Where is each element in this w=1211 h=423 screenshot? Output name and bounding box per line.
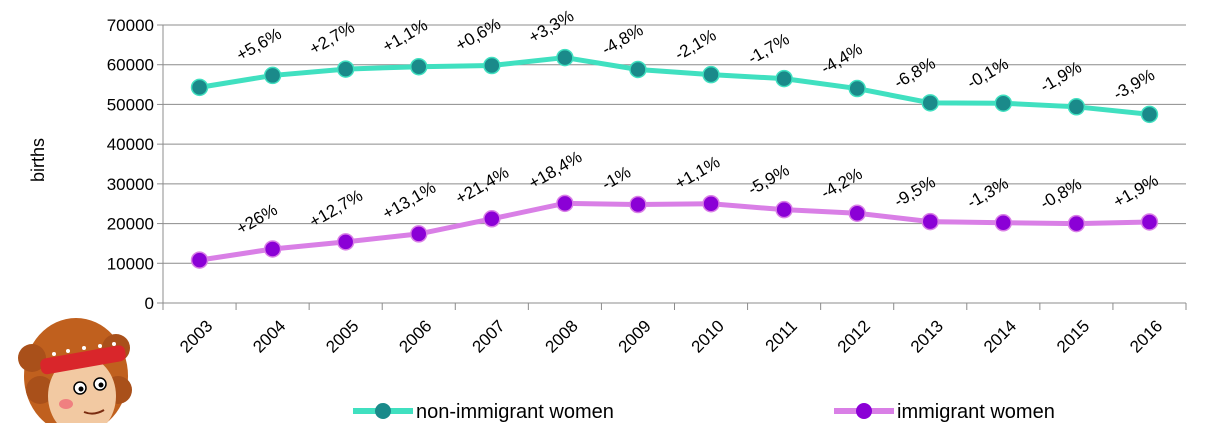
data-point — [263, 240, 282, 258]
x-tick-label: 2012 — [834, 316, 874, 356]
data-point — [702, 194, 720, 213]
data-label: -5,9% — [745, 160, 793, 199]
data-label: -4,4% — [818, 39, 866, 78]
x-axis: 2003 2004 2005 2006 2007 2008 2009 2010 2011 2012… — [162, 303, 1187, 357]
y-tick-label: 40000 — [107, 135, 154, 154]
x-tick-label: 2011 — [762, 316, 801, 355]
legend: non-immigrant women immigrant women — [353, 401, 1055, 423]
data-point — [556, 48, 574, 67]
data-point — [190, 251, 209, 269]
data-point — [190, 78, 209, 97]
data-label: -4,8% — [598, 20, 646, 59]
x-tick-label: 2003 — [176, 316, 216, 356]
legend-label-immigrant: immigrant women — [897, 401, 1055, 423]
data-point — [629, 195, 647, 214]
y-tick-label: 60000 — [107, 56, 154, 75]
y-axis: 0 10000 20000 30000 40000 50000 60000 70000 — [107, 16, 164, 313]
data-point — [921, 94, 939, 112]
data-label: -6,8% — [891, 54, 939, 93]
data-label: -9,5% — [891, 172, 939, 211]
data-label: -0,8% — [1037, 174, 1085, 213]
data-point — [336, 233, 355, 251]
x-tick-label: 2008 — [542, 316, 582, 356]
data-point — [410, 57, 428, 76]
data-label: +18,4% — [525, 147, 585, 193]
data-point — [263, 66, 282, 85]
data-point — [336, 60, 355, 78]
data-label: +13,1% — [379, 178, 439, 224]
data-label: +1,1% — [379, 15, 431, 56]
legend-item-non-immigrant: non-immigrant women — [353, 401, 614, 423]
y-tick-label: 70000 — [107, 16, 154, 35]
data-label: -1,9% — [1037, 58, 1085, 97]
y-tick-label: 10000 — [107, 254, 154, 273]
data-point — [629, 60, 647, 79]
data-point — [483, 210, 501, 228]
y-tick-label: 30000 — [107, 175, 154, 194]
data-point — [702, 65, 720, 84]
series-layer — [190, 48, 1159, 269]
x-tick-label: 2015 — [1053, 316, 1093, 356]
data-label: -2,1% — [672, 25, 720, 64]
x-tick-label: 2006 — [395, 316, 435, 356]
data-label: -4,2% — [818, 164, 866, 203]
data-point — [848, 79, 866, 98]
data-label: -1,3% — [964, 174, 1012, 213]
x-tick-label: 2004 — [249, 316, 289, 356]
x-tick-label: 2007 — [468, 316, 508, 356]
data-point — [1067, 214, 1086, 233]
data-label: -3,9% — [1110, 65, 1158, 104]
data-label: +5,6% — [233, 24, 285, 65]
data-point — [994, 214, 1013, 232]
data-point — [1140, 105, 1159, 124]
mascot-icon — [18, 318, 132, 423]
data-point — [921, 212, 939, 231]
series-line — [199, 55, 1150, 117]
data-point — [410, 225, 428, 243]
data-point — [848, 204, 866, 222]
data-point — [1067, 98, 1086, 116]
x-tick-label: 2014 — [980, 316, 1020, 356]
legend-item-immigrant: immigrant women — [834, 401, 1055, 423]
data-point — [483, 56, 501, 75]
data-point — [1140, 213, 1159, 231]
y-tick-label: 20000 — [107, 215, 154, 234]
series-line — [199, 200, 1150, 263]
data-label: -1,7% — [745, 29, 793, 68]
data-label: +0,6% — [452, 14, 504, 55]
y-tick-label: 0 — [145, 294, 154, 313]
data-point — [775, 69, 793, 88]
x-tick-label: 2016 — [1126, 316, 1166, 356]
y-axis-title: births — [28, 138, 48, 182]
grid-lines — [163, 24, 1186, 304]
data-label: +1,1% — [672, 152, 724, 193]
data-point — [775, 200, 793, 219]
x-tick-label: 2009 — [615, 316, 655, 356]
data-label: +21,4% — [452, 163, 512, 209]
data-label: +2,7% — [306, 18, 358, 59]
data-point — [994, 94, 1013, 112]
data-label: -0,1% — [964, 54, 1012, 93]
data-label: +1,9% — [1110, 171, 1162, 212]
x-tick-label: 2010 — [688, 316, 728, 356]
y-tick-label: 50000 — [107, 95, 154, 114]
data-label: +3,3% — [525, 6, 577, 47]
x-tick-label: 2005 — [322, 316, 362, 356]
data-point — [556, 194, 574, 213]
data-label: -1% — [598, 162, 634, 194]
x-tick-label: 2013 — [907, 316, 947, 356]
data-label: +26% — [233, 200, 281, 238]
legend-label-non-immigrant: non-immigrant women — [416, 401, 614, 423]
data-label: +12,7% — [306, 186, 366, 232]
